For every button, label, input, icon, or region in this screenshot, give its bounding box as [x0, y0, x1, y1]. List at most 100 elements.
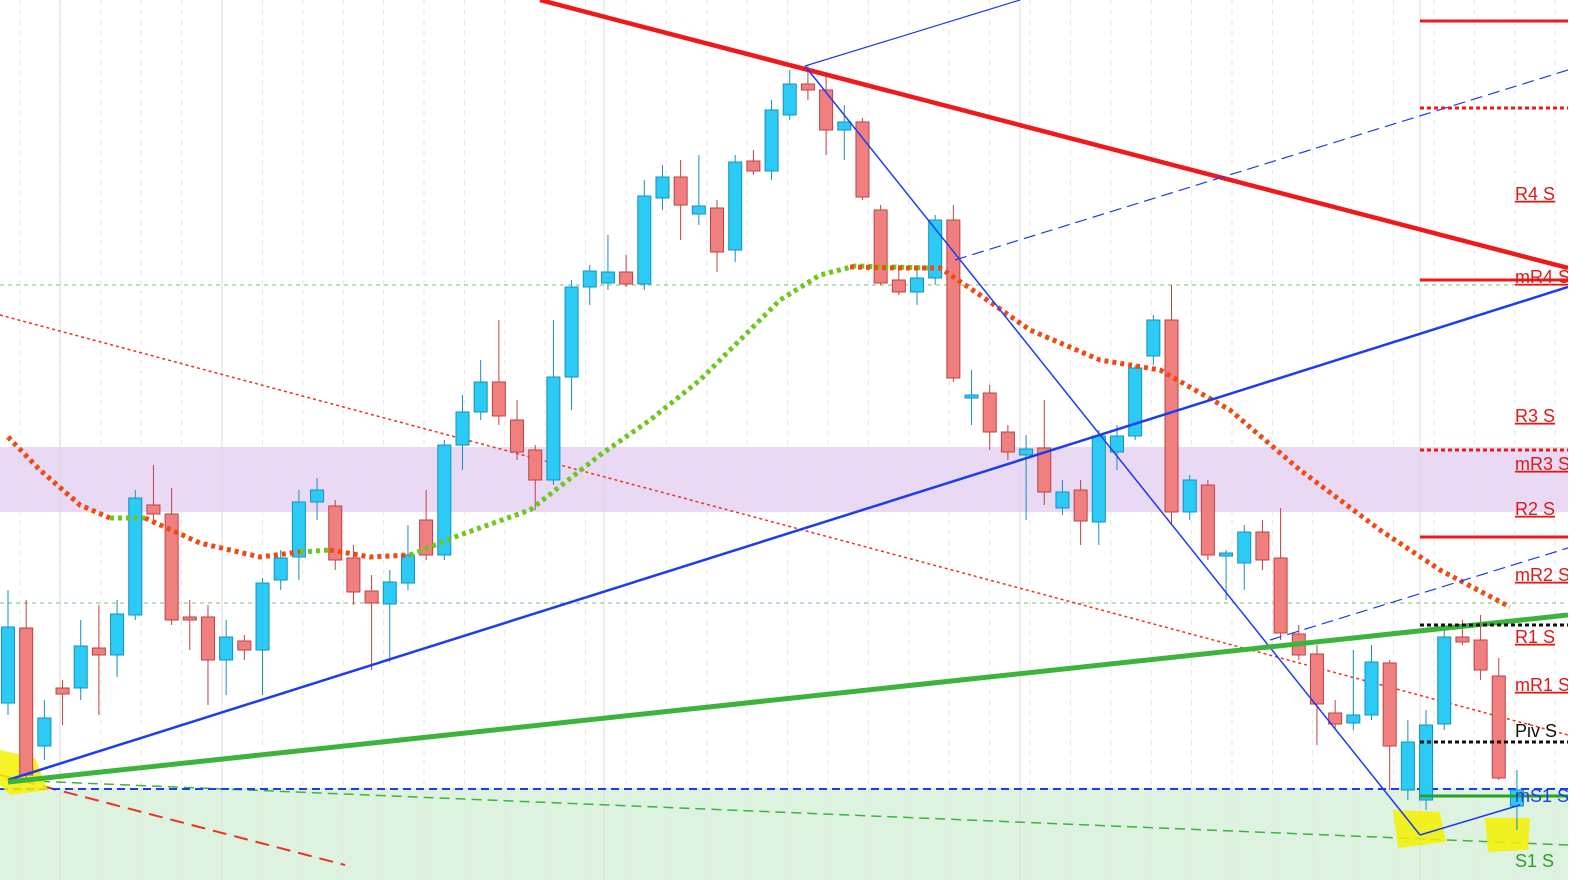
candle-body	[491, 381, 506, 417]
candle-body	[1419, 724, 1434, 801]
candle-body	[1437, 636, 1452, 725]
candle-body	[1037, 447, 1052, 493]
moving-average	[299, 547, 331, 555]
candle-body	[1255, 531, 1270, 561]
candle-body	[764, 109, 779, 172]
candle-body	[1491, 675, 1506, 779]
moving-average	[849, 264, 1512, 610]
candle-body	[837, 121, 852, 131]
pivot-label: R2 S	[1515, 499, 1555, 519]
candle-body	[910, 277, 924, 293]
pivot-label: Piv S	[1515, 721, 1557, 741]
pivot-label: mR3 S	[1515, 454, 1570, 474]
candle-body	[273, 557, 288, 581]
candle-body	[1164, 319, 1179, 513]
candle-body	[873, 209, 888, 284]
candle-body	[146, 504, 161, 515]
candle-body	[1455, 636, 1470, 643]
candle-body	[219, 636, 234, 661]
candle-body	[946, 219, 961, 379]
candle-body	[455, 411, 470, 446]
candle-body	[1273, 557, 1288, 634]
candle-body	[891, 279, 906, 293]
moving-average	[329, 547, 411, 560]
candle-body	[55, 687, 70, 695]
trend-line	[7, 285, 1568, 782]
candle-body	[582, 270, 597, 288]
trend-line	[804, 0, 1021, 67]
grid	[19, 0, 1556, 880]
candle-body	[1109, 435, 1124, 453]
candle-body	[291, 501, 306, 558]
candle-body	[1364, 661, 1379, 716]
pivot-label: mS1 S	[1515, 786, 1569, 806]
trend-line	[0, 774, 346, 866]
trend-line	[1419, 804, 1521, 836]
candle-body	[110, 613, 125, 656]
candle-body	[1182, 479, 1197, 513]
pivot-label: mR2 S	[1515, 565, 1570, 585]
candle-body	[655, 176, 670, 199]
trend-line	[0, 314, 1568, 736]
candle-body	[1219, 552, 1234, 557]
candle-body	[19, 627, 34, 776]
candle-body	[600, 271, 615, 284]
candle-body	[164, 513, 179, 621]
moving-average	[409, 263, 931, 558]
candle-body	[1200, 484, 1215, 556]
candle-body	[310, 489, 325, 503]
candle-body	[437, 444, 452, 556]
candle-body	[510, 419, 525, 453]
candle-body	[982, 392, 997, 433]
candle-body	[964, 394, 979, 399]
candle-body	[1309, 653, 1324, 705]
candle-body	[728, 161, 743, 251]
candles	[1, 66, 1524, 830]
candle-body	[200, 616, 215, 661]
candle-body	[673, 176, 688, 206]
candle-body	[637, 195, 652, 285]
candle-body	[1019, 448, 1034, 456]
candle-body	[73, 645, 88, 689]
candle-body	[1, 626, 15, 704]
candle-body	[364, 590, 379, 604]
candle-body	[819, 89, 834, 131]
highlight	[1393, 810, 1446, 848]
candle-body	[1382, 662, 1397, 747]
candle-body	[1328, 712, 1343, 725]
moving-average	[6, 435, 111, 521]
candle-body	[473, 381, 488, 413]
candle-body	[328, 505, 343, 561]
candle-body	[1346, 714, 1361, 724]
pivot-label: R1 S	[1515, 627, 1555, 647]
candle-body	[346, 557, 361, 593]
candle-body	[800, 83, 815, 91]
candle-body	[382, 581, 397, 605]
candle-body	[182, 616, 197, 621]
pivot-label: R4 S	[1515, 184, 1555, 204]
candle-body	[619, 271, 634, 285]
candle-body	[1146, 319, 1161, 357]
candle-body	[564, 286, 579, 378]
pivot-label: S1 S	[1515, 851, 1554, 871]
candle-body	[1000, 431, 1015, 453]
trend-line	[7, 779, 1568, 846]
candle-body	[1091, 435, 1106, 523]
candle-body	[37, 717, 52, 747]
candle-body	[1055, 491, 1070, 509]
trend-line	[539, 0, 1568, 271]
trend-line	[954, 69, 1568, 261]
candle-body	[928, 219, 943, 279]
pivot-label: mR4 S	[1515, 267, 1570, 287]
candle-body	[710, 207, 725, 253]
trend-line	[1269, 547, 1568, 641]
candle-body	[237, 640, 252, 651]
candle-body	[1400, 741, 1415, 791]
pivot-label: R3 S	[1515, 406, 1555, 426]
trend-line	[804, 65, 1421, 836]
highlight	[1485, 818, 1530, 852]
candle-body	[255, 582, 270, 651]
